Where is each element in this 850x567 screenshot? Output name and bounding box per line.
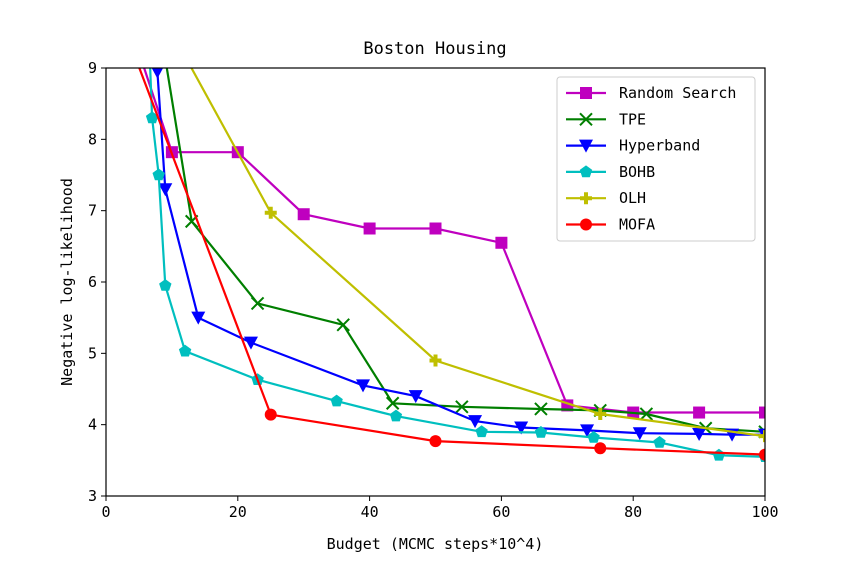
chart-title: Boston Housing: [363, 39, 506, 59]
data-point-bohb: [712, 448, 726, 461]
data-point-hyperband: [408, 390, 423, 404]
x-tick-label: 80: [624, 503, 642, 521]
data-point-bohb: [389, 409, 403, 422]
legend-marker-bohb: [579, 165, 593, 178]
data-point-bohb: [653, 436, 666, 448]
data-point-bohb: [178, 344, 192, 357]
data-point-random-search: [297, 208, 310, 221]
data-point-hyperband: [356, 379, 371, 393]
legend-label-tpe: TPE: [619, 110, 646, 128]
legend: Random Search TPE Hyperband BOHB OLH MOFA: [556, 76, 756, 242]
data-point-hyperband: [243, 336, 258, 350]
data-point-hyperband: [632, 427, 647, 441]
x-tick-label: 60: [492, 503, 510, 521]
data-point-bohb: [475, 425, 488, 438]
data-point-bohb: [534, 426, 548, 438]
legend-label-hyperband: Hyperband: [619, 137, 700, 155]
legend-marker-mofa: [580, 218, 592, 231]
data-point-tpe: [250, 296, 265, 311]
data-point-bohb: [145, 111, 159, 124]
data-point-hyperband: [191, 311, 206, 325]
data-point-hyperband: [158, 183, 173, 197]
y-tick-label: 9: [88, 59, 97, 77]
y-tick-label: 4: [88, 416, 97, 434]
data-point-tpe: [534, 402, 548, 416]
data-point-tpe: [385, 396, 400, 410]
legend-label-bohb: BOHB: [619, 163, 655, 181]
axis-ticks: 0 20 40 60 80 100 3 4 5 6 7 8 9: [88, 59, 779, 521]
x-axis-label: Budget (MCMC steps*10^4): [327, 535, 544, 553]
data-point-random-search: [693, 406, 706, 419]
y-tick-label: 5: [88, 344, 97, 362]
x-tick-label: 0: [101, 503, 110, 521]
data-point-olh: [264, 206, 277, 219]
y-axis-label: Negative log-likelihood: [58, 178, 76, 386]
data-point-tpe: [336, 318, 350, 332]
data-point-bohb: [587, 431, 600, 443]
legend-marker-olh: [580, 192, 592, 205]
data-point-hyperband: [468, 415, 483, 429]
legend-marker-hyperband: [579, 139, 593, 153]
legend-box: [556, 76, 756, 242]
legend-label-mofa: MOFA: [619, 216, 655, 234]
legend-marker-tpe: [579, 112, 593, 127]
data-point-hyperband: [692, 427, 707, 441]
data-point-mofa: [264, 408, 277, 421]
x-tick-label: 20: [229, 503, 247, 521]
x-tick-label: 40: [361, 503, 379, 521]
series-line-bohb: [149, 68, 765, 458]
y-tick-label: 6: [88, 273, 97, 291]
data-point-bohb: [152, 168, 165, 181]
legend-label-olh: OLH: [619, 189, 646, 207]
data-point-olh: [594, 407, 607, 420]
legend-marker-random-search: [580, 87, 592, 99]
data-point-random-search: [363, 222, 376, 235]
data-point-random-search: [429, 222, 442, 235]
data-point-mofa: [429, 435, 442, 448]
data-point-bohb: [330, 394, 343, 407]
series-layer: [138, 68, 765, 462]
data-point-hyperband: [580, 424, 595, 438]
data-point-olh: [429, 354, 442, 367]
data-point-bohb: [159, 279, 172, 291]
data-point-mofa: [594, 442, 607, 455]
data-point-hyperband: [151, 68, 164, 79]
data-point-olh: [759, 430, 765, 443]
y-tick-label: 3: [88, 487, 97, 505]
data-point-hyperband: [514, 421, 529, 435]
data-point-tpe: [455, 400, 469, 414]
y-tick-label: 8: [88, 130, 97, 148]
data-point-random-search: [759, 406, 765, 419]
data-point-mofa: [759, 448, 765, 461]
data-point-random-search: [495, 236, 508, 249]
y-tick-label: 7: [88, 202, 97, 220]
x-tick-label: 100: [751, 503, 778, 521]
data-point-tpe: [639, 407, 654, 421]
legend-label-random-search: Random Search: [619, 84, 736, 102]
